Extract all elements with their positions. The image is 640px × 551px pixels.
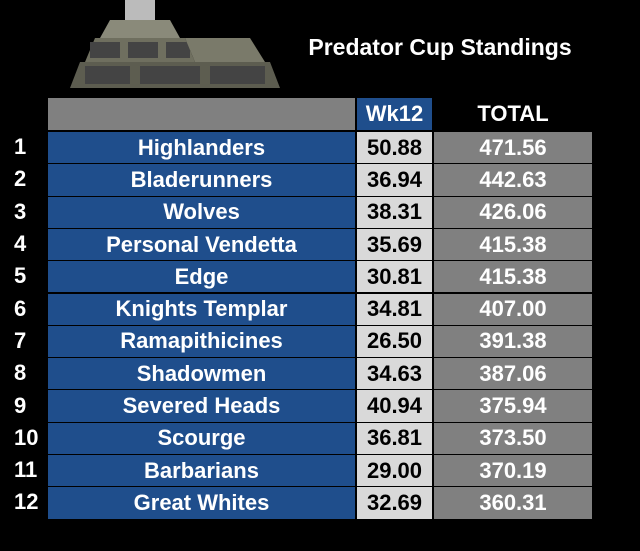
- team-name: Ramapithicines: [48, 324, 355, 358]
- rank: 10: [14, 424, 39, 450]
- trophy: [70, 0, 280, 88]
- week-score: 32.69: [357, 486, 432, 519]
- total-score: 415.38: [434, 260, 592, 293]
- week-score: 26.50: [357, 324, 432, 358]
- week-score: 50.88: [357, 131, 432, 164]
- total-score: 426.06: [434, 195, 592, 228]
- total-score: 415.38: [434, 227, 592, 261]
- week-score: 30.81: [357, 260, 432, 293]
- team-name: Knights Templar: [48, 292, 355, 325]
- week-score: 34.63: [357, 357, 432, 390]
- column-header: Wk12: [357, 98, 432, 130]
- rank: 7: [14, 327, 27, 353]
- total-score: 373.50: [434, 421, 592, 454]
- week-score: 29.00: [357, 454, 432, 487]
- total-score: 407.00: [434, 292, 592, 325]
- rank: 2: [14, 166, 27, 192]
- rank: 1: [14, 134, 27, 160]
- team-name: Edge: [48, 260, 355, 293]
- total-score: 391.38: [434, 324, 592, 358]
- week-score: 36.81: [357, 421, 432, 454]
- total-score: 375.94: [434, 389, 592, 422]
- total-score: 360.31: [434, 486, 592, 519]
- team-name: Severed Heads: [48, 389, 355, 422]
- team-name: Wolves: [48, 195, 355, 228]
- team-name: Great Whites: [48, 486, 355, 519]
- title: Predator Cup Standings: [308, 34, 572, 60]
- rank: 4: [14, 231, 27, 257]
- team-name: Bladerunners: [48, 163, 355, 196]
- rank: 12: [14, 489, 39, 515]
- week-score: 38.31: [357, 195, 432, 228]
- total-score: 370.19: [434, 454, 592, 487]
- total-score: 471.56: [434, 131, 592, 164]
- week-score: 35.69: [357, 227, 432, 261]
- team-name: Scourge: [48, 421, 355, 454]
- team-name: Barbarians: [48, 454, 355, 487]
- rank: 9: [14, 392, 27, 418]
- header-blank: [48, 98, 355, 130]
- rank: 3: [14, 198, 27, 224]
- total-score: 442.63: [434, 163, 592, 196]
- rank: 5: [14, 263, 27, 289]
- total-score: 387.06: [434, 357, 592, 390]
- week-score: 36.94: [357, 163, 432, 196]
- column-header: TOTAL: [477, 101, 549, 126]
- rank: 11: [14, 457, 38, 483]
- week-score: 34.81: [357, 292, 432, 325]
- team-name: Personal Vendetta: [48, 227, 355, 261]
- week-score: 40.94: [357, 389, 432, 422]
- rank: 6: [14, 295, 27, 321]
- rank: 8: [14, 360, 27, 386]
- team-name: Highlanders: [48, 131, 355, 164]
- team-name: Shadowmen: [48, 357, 355, 390]
